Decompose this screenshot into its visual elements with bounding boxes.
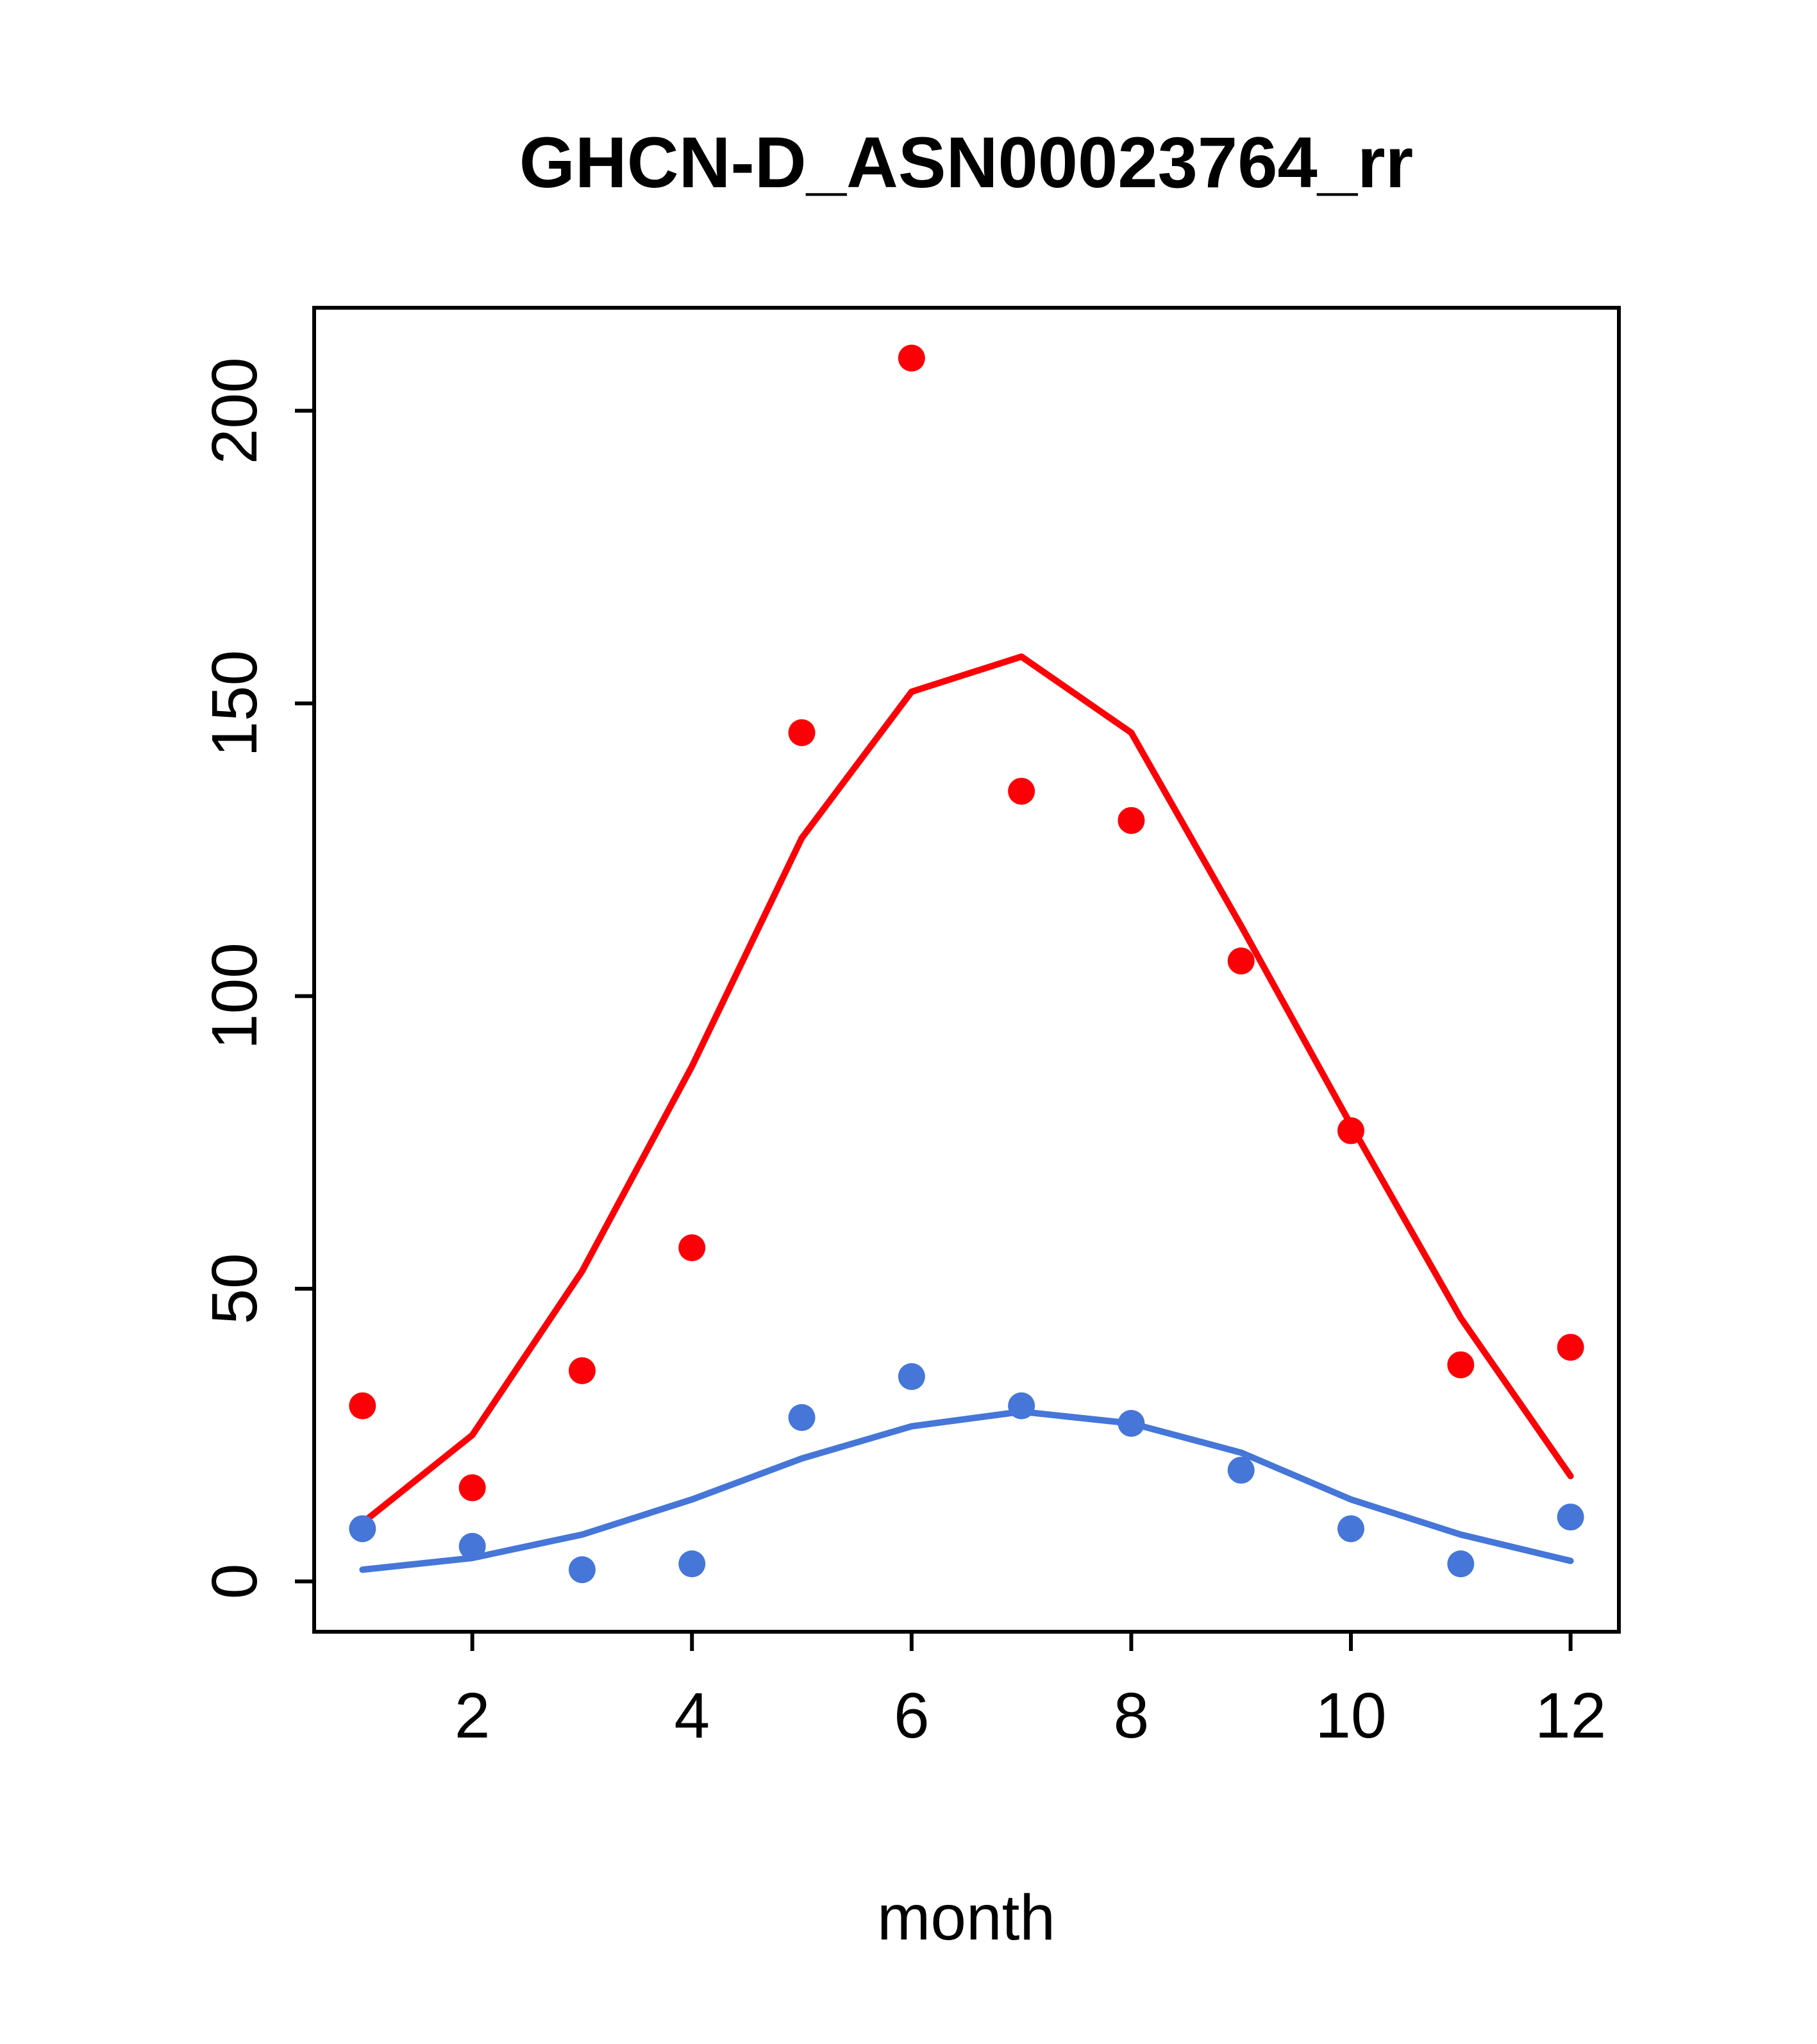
x-tick-label: 2 xyxy=(455,1680,490,1752)
plot-border xyxy=(312,306,1621,1634)
red-monthly-points-point xyxy=(1008,778,1035,805)
red-monthly-points-point xyxy=(678,1234,706,1262)
x-axis-label: month xyxy=(877,1882,1055,1954)
blue-monthly-points-point xyxy=(349,1515,376,1543)
blue-monthly-points-point xyxy=(678,1550,706,1578)
red-fit-line xyxy=(359,653,1574,1527)
axes: 2 4 6 8 10 12 0 50 100 150 200 xyxy=(199,357,1606,1752)
red-monthly-points-point xyxy=(788,719,816,746)
red-monthly-points-point xyxy=(1557,1334,1584,1361)
blue-monthly-points-point xyxy=(1557,1504,1584,1531)
y-tick-label: 200 xyxy=(199,357,271,464)
red-monthly-points-point xyxy=(568,1357,596,1384)
blue-monthly-points-point xyxy=(1227,1457,1255,1484)
x-tick-label: 12 xyxy=(1535,1680,1606,1752)
y-tick-label: 100 xyxy=(199,942,271,1050)
blue-monthly-points-point xyxy=(458,1532,486,1560)
x-tick-label: 6 xyxy=(894,1680,930,1752)
blue-fit-line xyxy=(359,1408,1574,1573)
red-monthly-points-point xyxy=(1227,947,1255,975)
blue-monthly-points-point xyxy=(898,1362,925,1390)
data-series xyxy=(349,344,1584,1584)
red-monthly-points-point xyxy=(458,1474,486,1502)
blue-monthly-points-point xyxy=(568,1556,596,1584)
y-tick-label: 50 xyxy=(199,1253,271,1324)
y-tick-label: 0 xyxy=(199,1564,271,1600)
blue-monthly-points-point xyxy=(1447,1550,1475,1578)
blue-monthly-points-point xyxy=(1337,1515,1365,1543)
y-tick-label: 150 xyxy=(199,650,271,757)
x-tick-label: 4 xyxy=(674,1680,710,1752)
red-monthly-points-point xyxy=(1447,1351,1475,1378)
red-monthly-points-point xyxy=(898,344,925,372)
blue-monthly-points-point xyxy=(788,1403,816,1431)
chart-title: GHCN-D_ASN00023764_rr xyxy=(519,122,1413,203)
x-tick-label: 10 xyxy=(1315,1680,1386,1752)
x-tick-label: 8 xyxy=(1114,1680,1150,1752)
red-monthly-points-point xyxy=(349,1392,376,1420)
red-monthly-points-point xyxy=(1118,807,1145,834)
